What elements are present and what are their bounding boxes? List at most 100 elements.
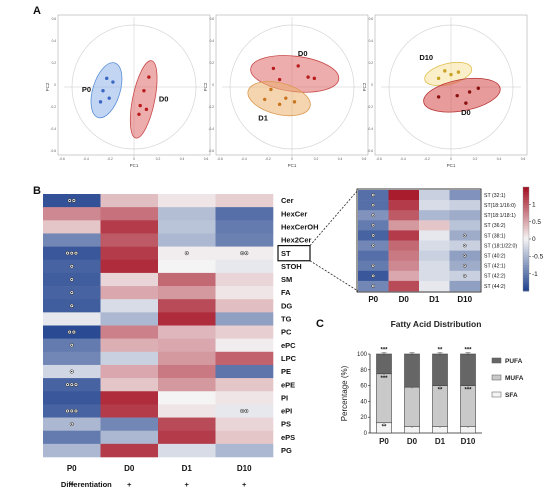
heatmap-cell <box>100 391 159 405</box>
significance-dot-core <box>73 331 75 333</box>
pca-group-ellipse <box>90 62 123 119</box>
heatmap-cell <box>100 272 159 287</box>
panel-c-label: C <box>316 318 324 330</box>
pca-y-tick-label: 0.2 <box>369 61 374 65</box>
fatty-acid-chart: Fatty Acid Distribution 0 20 40 60 80 100 Perce… <box>340 319 524 446</box>
pca-x-tick-label: 0.4 <box>338 157 343 161</box>
zoom-row-label: ST (42:2) <box>484 274 506 280</box>
heatmap-row-label: DG <box>281 301 292 310</box>
lipid-class-heatmap: Cer HexCer HexCerOH Hex2Cer ST STOH SM FA DG TG PC… <box>43 189 359 489</box>
pca-sample-point <box>107 96 111 100</box>
heatmap-row-label: ePE <box>281 380 295 389</box>
pca-sample-point <box>306 75 310 79</box>
significance-dot-core <box>71 383 73 386</box>
condition-label: Differentiation <box>61 480 112 489</box>
colorbar-segment <box>523 202 529 206</box>
zoom-row-label: ST (42:1) <box>484 264 506 270</box>
colorbar-segment <box>523 241 529 245</box>
pca-x-tick-label: -0.4 <box>83 157 89 161</box>
heatmap-row-label: PE <box>281 367 291 376</box>
pca-x-tick-label: 0 <box>291 157 293 161</box>
pca-sample-point <box>263 97 267 102</box>
significance-label: ** <box>438 348 443 354</box>
colorbar-segment <box>523 254 529 258</box>
pca-y-tick-label: 0.4 <box>369 39 374 43</box>
pca-y-tick-label: -0.4 <box>209 127 215 131</box>
heatmap-row-label: Hex2Cer <box>281 236 312 245</box>
significance-dot-core <box>71 252 73 254</box>
pca-group-label: D0 <box>461 108 471 117</box>
bar-segment <box>404 386 420 427</box>
colorbar-segment <box>523 223 529 227</box>
legend-swatch <box>491 357 502 364</box>
significance-dot-core <box>372 204 374 206</box>
pca-sample-point <box>142 89 146 93</box>
heatmap-cell <box>215 207 274 221</box>
heatmap-row-label: PI <box>281 393 288 402</box>
heatmap-cell <box>158 233 216 247</box>
heatmap-row-label: HexCer <box>281 209 307 218</box>
significance-mark <box>240 408 249 414</box>
heatmap-cell <box>43 443 101 458</box>
colorbar-segment <box>523 280 529 284</box>
heatmap-cell <box>100 220 159 234</box>
colorbar-segment <box>523 200 529 203</box>
heatmap-column-label: D1 <box>182 464 193 473</box>
zoom-heatmap-cell <box>388 230 420 241</box>
colorbar-tick-label: 0 <box>532 236 536 243</box>
significance-label: *** <box>380 348 388 354</box>
pca-x-tick-label: 0.4 <box>180 157 185 161</box>
pca-y-tick-label: 0.6 <box>210 17 215 21</box>
y-tick-label: 80 <box>360 368 367 374</box>
pca-sample-point <box>449 72 453 77</box>
colorbar-tick-label: -1 <box>532 271 538 278</box>
colorbar: 1 0.5 0 -0.5 -1 <box>522 186 544 292</box>
significance-dot-core <box>73 199 75 202</box>
zoom-heatmap-cell <box>388 200 420 211</box>
heatmap-cell <box>158 404 216 418</box>
zoom-heatmap-cell <box>388 280 420 292</box>
zoom-row-label: ST (32:1) <box>484 193 506 199</box>
pca-sample-point <box>456 70 461 74</box>
heatmap-cell <box>100 325 159 339</box>
colorbar-segment <box>523 231 529 235</box>
heatmap-cell <box>100 404 159 418</box>
zoom-row-label: ST(18:1/16:0) <box>484 203 516 209</box>
colorbar-segment <box>523 213 529 216</box>
legend-swatch <box>491 374 502 381</box>
pca-y-axis-label: PC2 <box>203 82 208 91</box>
colorbar-segment <box>523 228 529 232</box>
pca-group-label: P0 <box>82 85 91 94</box>
zoom-heatmap-cell <box>419 280 450 292</box>
heatmap-cell <box>100 443 159 458</box>
colorbar-tick-label: 1 <box>532 202 536 209</box>
significance-dot-core <box>75 252 77 254</box>
legend-label: SFA <box>505 392 518 399</box>
condition-value: + <box>242 480 247 489</box>
pca-x-tick-label: -0.6 <box>376 157 382 161</box>
zoom-connector-line <box>309 189 359 246</box>
colorbar-segment <box>523 197 529 201</box>
significance-mark <box>184 251 189 256</box>
zoom-heatmap-cell <box>419 270 450 282</box>
colorbar-segment <box>523 194 529 198</box>
heatmap-cell <box>215 325 274 339</box>
colorbar-segment <box>523 265 529 268</box>
significance-dot-core <box>66 383 69 386</box>
pca-y-tick-label: 0.6 <box>369 17 374 21</box>
pca-plot-frame <box>57 14 211 156</box>
heatmap-cell <box>158 220 216 234</box>
sterol-heatmap: ST (32:1) ST(18:1/16:0) ST(18:1/18:1) ST (3… <box>356 188 517 304</box>
heatmap-cell <box>100 299 159 313</box>
significance-dot-core <box>66 410 69 412</box>
heatmap-cell <box>43 220 101 234</box>
zoom-column-label: D1 <box>429 295 440 304</box>
bar-segment <box>432 353 448 386</box>
zoom-heatmap-cell <box>388 190 420 201</box>
x-category-label: D0 <box>407 437 418 446</box>
heatmap-cell <box>158 272 216 287</box>
pca-sample-point <box>476 86 480 90</box>
heatmap-cell <box>215 378 274 392</box>
pca-sample-point <box>284 96 288 100</box>
colorbar-segment <box>523 236 529 240</box>
